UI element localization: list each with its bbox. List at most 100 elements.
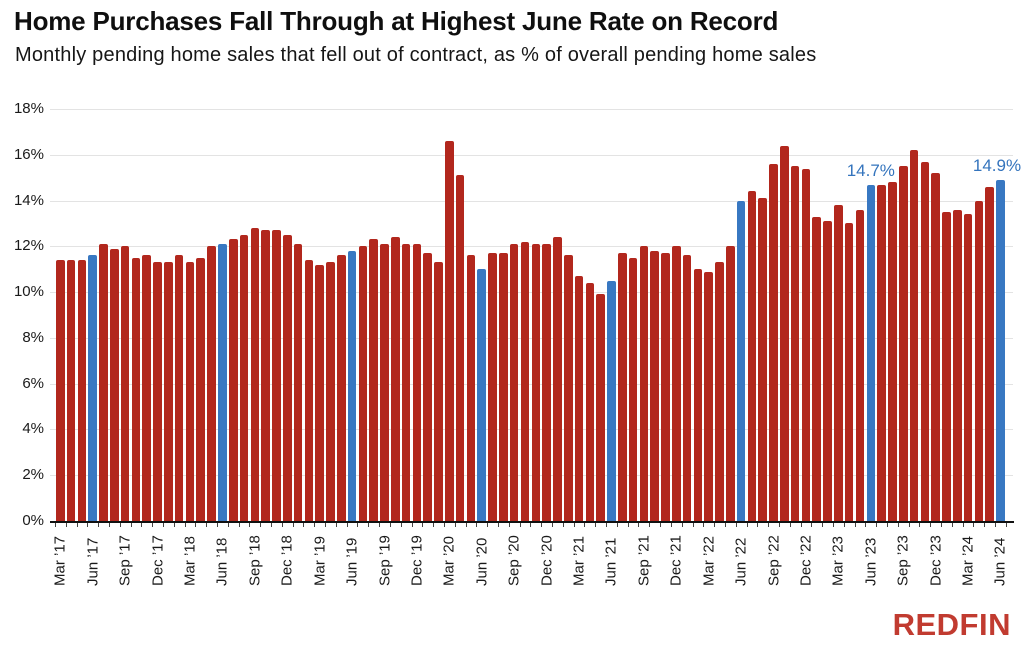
- bar: [823, 221, 832, 521]
- bar: [164, 262, 173, 521]
- x-axis-label: Jun ’22: [732, 537, 750, 586]
- bar: [844, 223, 854, 521]
- bar: [661, 253, 670, 521]
- axis-tick: [649, 522, 651, 527]
- axis-tick: [519, 522, 521, 527]
- axis-tick: [476, 522, 478, 527]
- axis-tick: [98, 522, 100, 527]
- bar: [228, 239, 238, 521]
- chart-title: Home Purchases Fall Through at Highest J…: [14, 6, 779, 36]
- grid-line: [50, 200, 1013, 202]
- x-axis-label: Mar ’22: [700, 535, 718, 586]
- bar: [380, 244, 389, 521]
- axis-tick: [681, 522, 683, 527]
- bar: [920, 161, 930, 521]
- bar: [99, 244, 108, 521]
- bar: [56, 260, 65, 521]
- bar: [931, 173, 940, 521]
- bar: [585, 282, 595, 521]
- axis-tick: [454, 522, 456, 527]
- bar: [207, 246, 216, 521]
- x-axis-label: Dec ’23: [927, 535, 945, 586]
- bar: [336, 255, 346, 521]
- bar: [120, 246, 130, 521]
- axis-tick: [119, 522, 121, 527]
- bar: [347, 250, 357, 521]
- axis-tick: [919, 522, 921, 527]
- grid-line: [50, 109, 1013, 110]
- axis-tick: [735, 522, 737, 527]
- axis-tick: [173, 522, 175, 527]
- axis-tick: [789, 522, 791, 527]
- axis-tick: [984, 522, 986, 527]
- bar: [401, 244, 411, 521]
- x-axis-label: Mar ’24: [959, 535, 977, 586]
- x-axis-label: Dec ’17: [149, 535, 167, 586]
- axis-tick: [843, 522, 845, 527]
- axis-tick: [76, 522, 78, 527]
- bar: [726, 246, 735, 521]
- x-axis-label: Mar ’20: [440, 535, 458, 586]
- bar: [769, 163, 778, 521]
- axis-tick: [433, 522, 435, 527]
- axis-tick: [508, 522, 510, 527]
- y-axis-label: 4%: [22, 420, 44, 438]
- bar: [704, 271, 713, 521]
- x-axis-label: Mar ’17: [51, 535, 69, 586]
- y-axis-labels: 0% 2% 4% 6% 8% 10% 12% 14% 16% 18%: [0, 100, 44, 529]
- bar: [326, 262, 335, 521]
- axis-tick: [152, 522, 154, 527]
- bar: [877, 184, 886, 521]
- axis-tick: [54, 522, 56, 527]
- y-axis-label: 18%: [13, 100, 44, 117]
- bar: [358, 246, 368, 521]
- y-axis-label: 8%: [22, 328, 44, 346]
- axis-tick: [832, 522, 834, 527]
- axis-tick: [660, 522, 662, 527]
- axis-tick: [292, 522, 294, 527]
- axis-tick: [865, 522, 867, 527]
- bar: [736, 200, 746, 521]
- axis-tick: [314, 522, 316, 527]
- bar: [315, 264, 324, 521]
- axis-tick: [1005, 522, 1007, 527]
- axis-tick: [379, 522, 381, 527]
- bar: [942, 212, 951, 521]
- x-axis-label: Dec ’20: [538, 535, 556, 586]
- axis-tick: [876, 522, 878, 527]
- y-axis-label: 0%: [22, 512, 44, 529]
- x-axis-label: Sep ’21: [635, 535, 653, 586]
- bar: [250, 228, 260, 521]
- x-axis-label: Mar ’21: [570, 535, 588, 586]
- axis-tick: [368, 522, 370, 527]
- x-axis-label: Mar ’23: [829, 535, 847, 586]
- axis-tick: [746, 522, 748, 527]
- bar: [758, 198, 768, 521]
- axis-tick: [670, 522, 672, 527]
- bar: [531, 244, 541, 521]
- bar: [391, 237, 400, 521]
- axis-tick: [195, 522, 197, 527]
- axis-tick: [497, 522, 499, 527]
- axis-tick: [325, 522, 327, 527]
- x-axis-label: Jun ’19: [343, 537, 361, 586]
- bar: [682, 255, 692, 521]
- bar: [488, 253, 497, 521]
- bar: [261, 230, 270, 521]
- axis-tick: [962, 522, 964, 527]
- y-axis-label: 10%: [13, 283, 44, 301]
- bar: [185, 262, 195, 521]
- bar: [272, 230, 281, 521]
- axis-tick: [703, 522, 705, 527]
- y-axis-label: 16%: [13, 145, 44, 163]
- x-axis-label: Sep ’20: [505, 535, 523, 586]
- x-axis-line: [50, 521, 1014, 523]
- bar: [617, 253, 627, 521]
- x-axis-label: Sep ’19: [376, 535, 393, 586]
- axis-tick: [530, 522, 532, 527]
- bar: [304, 260, 314, 521]
- x-axis-label: Dec ’19: [408, 535, 426, 586]
- bar: [898, 166, 908, 521]
- bar: [628, 257, 638, 521]
